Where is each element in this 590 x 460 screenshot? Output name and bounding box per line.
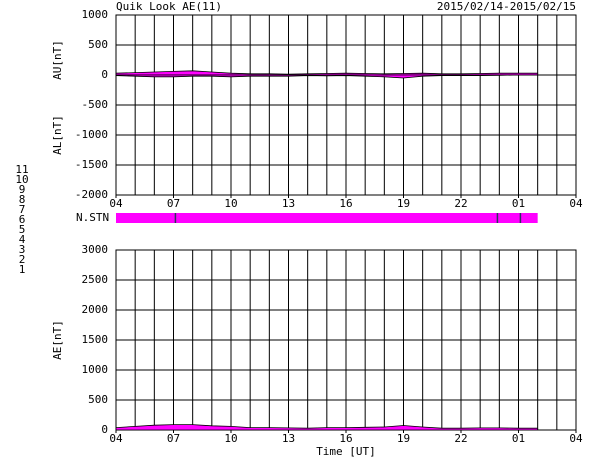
x-tick-label: 01 — [512, 197, 525, 210]
area — [115, 74, 538, 79]
station-number: 1 — [19, 263, 26, 276]
y-tick-label: -1000 — [75, 128, 108, 141]
date-range: 2015/02/14-2015/02/15 — [437, 0, 576, 13]
station-bar-label: N.STN — [76, 211, 109, 224]
x-tick-label: 07 — [167, 432, 180, 445]
chart-title: Quik Look AE(11) — [116, 0, 222, 13]
station-number: 3 — [19, 243, 26, 256]
x-tick-label: 13 — [282, 432, 295, 445]
x-tick-label: 10 — [224, 197, 237, 210]
x-tick-label: 16 — [339, 197, 352, 210]
station-number: 11 — [15, 163, 28, 176]
x-tick-label: 13 — [282, 197, 295, 210]
station-number: 9 — [19, 183, 26, 196]
y-tick-label: 0 — [101, 68, 108, 81]
area — [115, 424, 539, 431]
y-tick-label: 2500 — [82, 273, 109, 286]
x-tick-label: 19 — [397, 432, 410, 445]
y-tick-label: 3000 — [82, 243, 109, 256]
y-tick-label: -1500 — [75, 158, 108, 171]
station-number: 10 — [15, 173, 28, 186]
station-number: 8 — [19, 193, 26, 206]
x-tick-label: 04 — [569, 197, 583, 210]
x-tick-label: 04 — [109, 432, 123, 445]
y-axis-label: AU[nT] — [51, 40, 64, 80]
y-tick-label: 500 — [88, 38, 108, 51]
y-tick-label: 1000 — [82, 363, 109, 376]
area — [115, 70, 539, 76]
y-tick-label: -2000 — [75, 188, 108, 201]
station-number: 2 — [19, 253, 26, 266]
y-axis-label: AL[nT] — [51, 115, 64, 155]
station-bar — [116, 213, 538, 223]
station-number: 5 — [19, 223, 26, 236]
x-tick-label: 04 — [569, 432, 583, 445]
x-axis-label: Time [UT] — [316, 445, 376, 458]
x-tick-label: 22 — [454, 197, 467, 210]
station-number: 4 — [19, 233, 26, 246]
y-tick-label: 0 — [101, 423, 108, 436]
station-number: 7 — [19, 203, 26, 216]
y-tick-label: 1500 — [82, 333, 109, 346]
x-tick-label: 16 — [339, 432, 352, 445]
x-tick-label: 22 — [454, 432, 467, 445]
y-tick-label: 1000 — [82, 8, 109, 21]
x-tick-label: 01 — [512, 432, 525, 445]
x-tick-label: 07 — [167, 197, 180, 210]
y-tick-label: 2000 — [82, 303, 109, 316]
x-tick-label: 19 — [397, 197, 410, 210]
y-tick-label: -500 — [82, 98, 109, 111]
y-tick-label: 500 — [88, 393, 108, 406]
x-tick-label: 10 — [224, 432, 237, 445]
y-axis-label: AE[nT] — [51, 320, 64, 360]
station-number: 6 — [19, 213, 26, 226]
x-tick-label: 04 — [109, 197, 123, 210]
